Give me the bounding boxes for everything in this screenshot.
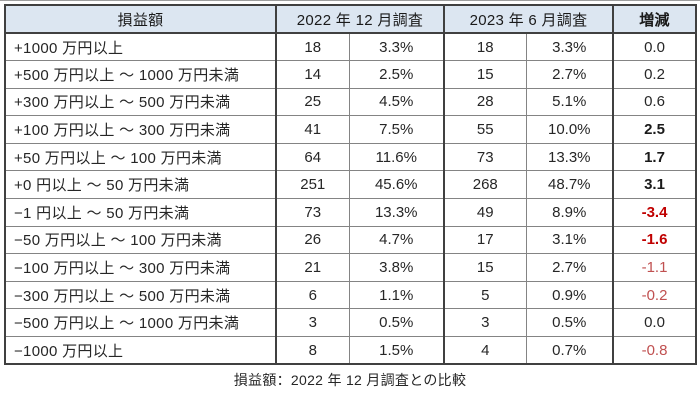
- count-2022: 25: [275, 87, 349, 116]
- pct-2023: 0.7%: [525, 336, 614, 365]
- row-label: +50 万円以上 ～ 100 万円未満: [5, 142, 276, 171]
- count-2022: 251: [275, 170, 349, 199]
- change-value: 0.2: [612, 60, 697, 89]
- count-2022: 6: [275, 280, 349, 309]
- change-value: 2.5: [612, 115, 697, 144]
- header-row: 損益額 2022 年 12 月調査 2023 年 6 月調査 増減: [5, 5, 697, 34]
- change-value: -1.1: [612, 253, 697, 282]
- pct-2022: 45.6%: [348, 170, 444, 199]
- count-2022: 64: [275, 142, 349, 171]
- change-value: -0.2: [612, 280, 697, 309]
- row-label: +1000 万円以上: [5, 32, 276, 61]
- pct-2023: 13.3%: [525, 142, 614, 171]
- table-row: +50 万円以上 ～ 100 万円未満 64 11.6% 73 13.3% 1.7: [5, 142, 697, 171]
- count-2022: 73: [275, 198, 349, 227]
- pct-2023: 2.7%: [525, 60, 614, 89]
- count-2023: 49: [443, 198, 526, 227]
- row-label: −50 万円以上 ～ 100 万円未満: [5, 225, 276, 254]
- table-row: −1000 万円以上 8 1.5% 4 0.7% -0.8: [5, 336, 697, 365]
- pct-2022: 0.5%: [348, 308, 444, 337]
- pct-2022: 3.3%: [348, 32, 444, 61]
- header-profit-loss-amount: 損益額: [5, 5, 276, 34]
- row-label: −1000 万円以上: [5, 336, 276, 365]
- change-value: 1.7: [612, 142, 697, 171]
- change-value: -3.4: [612, 198, 697, 227]
- change-value: 0.6: [612, 87, 697, 116]
- table-row: +500 万円以上 ～ 1000 万円未満 14 2.5% 15 2.7% 0.2: [5, 60, 697, 89]
- row-label: −100 万円以上 ～ 300 万円未満: [5, 253, 276, 282]
- change-value: 3.1: [612, 170, 697, 199]
- count-2022: 21: [275, 253, 349, 282]
- header-change: 増減: [612, 5, 697, 34]
- pct-2022: 1.1%: [348, 280, 444, 309]
- table-row: −50 万円以上 ～ 100 万円未満 26 4.7% 17 3.1% -1.6: [5, 225, 697, 254]
- footer-note: 損益額：2022 年 12 月調査との比較: [233, 372, 467, 389]
- row-label: +0 円以上 ～ 50 万円未満: [5, 170, 276, 199]
- table-row: −300 万円以上 ～ 500 万円未満 6 1.1% 5 0.9% -0.2: [5, 280, 697, 309]
- table-row: +0 円以上 ～ 50 万円未満 251 45.6% 268 48.7% 3.1: [5, 170, 697, 199]
- pct-2023: 8.9%: [525, 198, 614, 227]
- pct-2022: 2.5%: [348, 60, 444, 89]
- count-2023: 73: [443, 142, 526, 171]
- count-2023: 5: [443, 280, 526, 309]
- profit-loss-table: 損益額 2022 年 12 月調査 2023 年 6 月調査 増減 +1000 …: [4, 4, 698, 366]
- table-row: +300 万円以上 ～ 500 万円未満 25 4.5% 28 5.1% 0.6: [5, 87, 697, 116]
- pct-2022: 4.7%: [348, 225, 444, 254]
- count-2023: 15: [443, 253, 526, 282]
- change-value: -1.6: [612, 225, 697, 254]
- pct-2022: 7.5%: [348, 115, 444, 144]
- pct-2023: 3.1%: [525, 225, 614, 254]
- table-row: +100 万円以上 ～ 300 万円未満 41 7.5% 55 10.0% 2.5: [5, 115, 697, 144]
- row-label: +300 万円以上 ～ 500 万円未満: [5, 87, 276, 116]
- pct-2022: 11.6%: [348, 142, 444, 171]
- count-2023: 268: [443, 170, 526, 199]
- row-label: −300 万円以上 ～ 500 万円未満: [5, 280, 276, 309]
- pct-2023: 0.9%: [525, 280, 614, 309]
- count-2023: 28: [443, 87, 526, 116]
- page: 損益額 2022 年 12 月調査 2023 年 6 月調査 増減 +1000 …: [0, 0, 700, 389]
- count-2022: 14: [275, 60, 349, 89]
- header-survey-2022-12: 2022 年 12 月調査: [275, 5, 444, 34]
- count-2023: 55: [443, 115, 526, 144]
- pct-2023: 2.7%: [525, 253, 614, 282]
- count-2022: 3: [275, 308, 349, 337]
- pct-2023: 3.3%: [525, 32, 614, 61]
- count-2023: 15: [443, 60, 526, 89]
- pct-2023: 10.0%: [525, 115, 614, 144]
- pct-2023: 48.7%: [525, 170, 614, 199]
- pct-2022: 3.8%: [348, 253, 444, 282]
- change-value: 0.0: [612, 32, 697, 61]
- table-row: −100 万円以上 ～ 300 万円未満 21 3.8% 15 2.7% -1.1: [5, 253, 697, 282]
- row-label: +100 万円以上 ～ 300 万円未満: [5, 115, 276, 144]
- row-label: −500 万円以上 ～ 1000 万円未満: [5, 308, 276, 337]
- top-divider: [0, 0, 700, 1]
- change-value: 0.0: [612, 308, 697, 337]
- table-row: −500 万円以上 ～ 1000 万円未満 3 0.5% 3 0.5% 0.0: [5, 308, 697, 337]
- count-2022: 8: [275, 336, 349, 365]
- pct-2022: 4.5%: [348, 87, 444, 116]
- pct-2023: 0.5%: [525, 308, 614, 337]
- table-row: +1000 万円以上 18 3.3% 18 3.3% 0.0: [5, 32, 697, 61]
- row-label: −1 円以上 ～ 50 万円未満: [5, 198, 276, 227]
- header-survey-2023-06: 2023 年 6 月調査: [442, 5, 614, 34]
- count-2023: 18: [443, 32, 526, 61]
- pct-2022: 1.5%: [348, 336, 444, 365]
- pct-2023: 5.1%: [525, 87, 614, 116]
- table-body: +1000 万円以上 18 3.3% 18 3.3% 0.0 +500 万円以上 ～ 100…: [5, 32, 697, 365]
- change-value: -0.8: [612, 336, 697, 365]
- row-label: +500 万円以上 ～ 1000 万円未満: [5, 60, 276, 89]
- pct-2022: 13.3%: [348, 198, 444, 227]
- table-row: −1 円以上 ～ 50 万円未満 73 13.3% 49 8.9% -3.4: [5, 198, 697, 227]
- count-2022: 18: [275, 32, 349, 61]
- count-2023: 3: [443, 308, 526, 337]
- count-2023: 17: [443, 225, 526, 254]
- count-2022: 26: [275, 225, 349, 254]
- count-2023: 4: [443, 336, 526, 365]
- count-2022: 41: [275, 115, 349, 144]
